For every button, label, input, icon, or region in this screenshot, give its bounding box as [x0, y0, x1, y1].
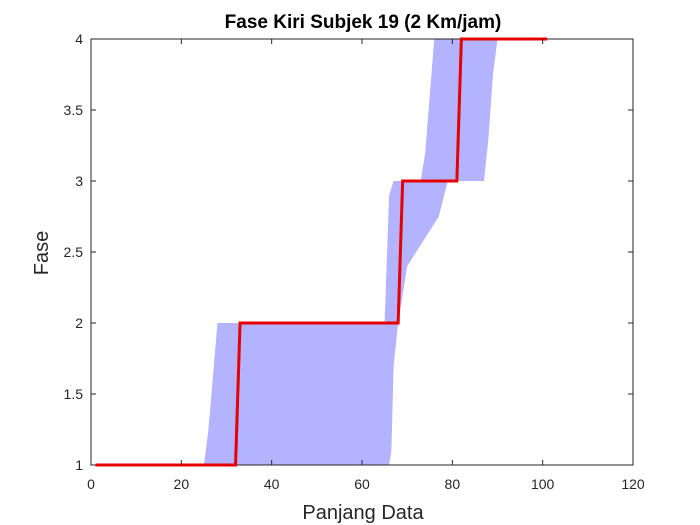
- y-tick-label: 3.5: [64, 102, 84, 118]
- y-axis-label: Fase: [31, 231, 53, 275]
- variation-band: [95, 39, 548, 465]
- plot-area: [90, 37, 634, 467]
- y-axis: 1 1.5 2 2.5 3 3.5 4: [64, 31, 633, 473]
- x-tick-label: 40: [264, 476, 280, 492]
- x-tick-label: 120: [621, 476, 645, 492]
- x-tick-label: 0: [87, 476, 95, 492]
- y-tick-label: 2.5: [64, 244, 84, 260]
- y-tick-label: 1: [75, 457, 83, 473]
- chart-title: Fase Kiri Subjek 19 (2 Km/jam): [225, 12, 502, 33]
- y-tick-label: 3: [75, 173, 83, 189]
- x-tick-label: 20: [174, 476, 190, 492]
- x-tick-label: 80: [445, 476, 461, 492]
- y-tick-label: 4: [75, 31, 83, 47]
- series-line-0: [95, 37, 548, 467]
- x-axis-label: Panjang Data: [302, 502, 424, 524]
- y-tick-label: 1.5: [64, 386, 84, 402]
- x-tick-label: 60: [354, 476, 370, 492]
- x-axis: 0 20 40 60 80 100 120: [87, 39, 645, 492]
- y-tick-label: 2: [75, 315, 83, 331]
- x-tick-label: 100: [531, 476, 555, 492]
